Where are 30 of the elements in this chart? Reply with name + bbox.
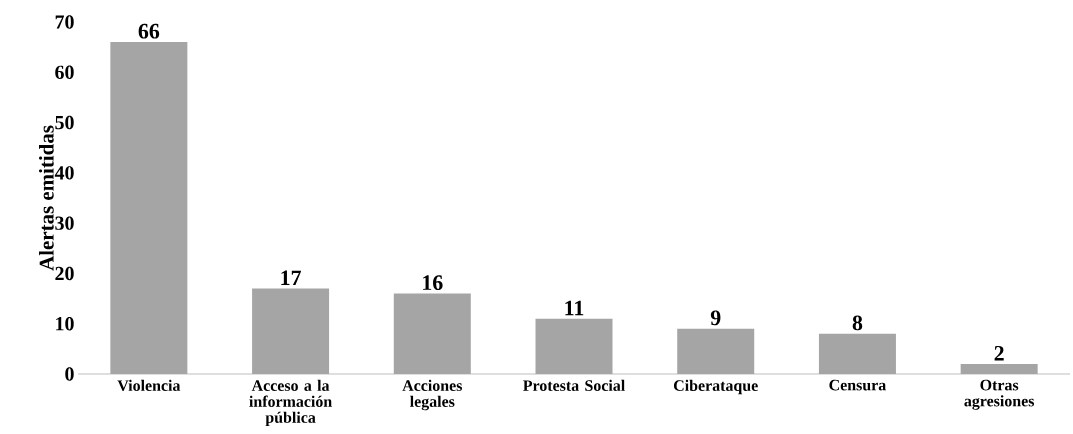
bar [818, 333, 896, 374]
data-label: 8 [852, 315, 863, 331]
y-tick-label: 70 [55, 15, 74, 29]
y-axis-title: Alertas emitidas [38, 125, 54, 271]
data-label: 17 [281, 270, 301, 285]
y-tick-label: 0 [65, 367, 74, 381]
bar [677, 328, 755, 374]
bar [393, 293, 471, 374]
x-tick-label: Otras agresiones [964, 379, 1035, 410]
bar [960, 363, 1038, 374]
y-tick-label: 40 [54, 166, 74, 180]
y-tick-label: 20 [55, 266, 74, 281]
x-tick-label: Censura [829, 379, 886, 391]
y-tick-label: 10 [56, 316, 74, 331]
data-label: 16 [423, 275, 443, 291]
x-tick-label: Acceso a la información pública [249, 379, 332, 427]
bar [110, 42, 188, 374]
y-tick-label: 60 [55, 65, 74, 79]
bar [535, 318, 613, 374]
x-tick-label: Protesta Social [523, 379, 625, 391]
bar [252, 288, 330, 374]
x-tick-label: Violencia [117, 379, 181, 392]
data-label: 66 [138, 23, 160, 39]
data-label: 2 [994, 345, 1004, 361]
y-tick-label: 50 [55, 115, 74, 130]
data-label: 9 [710, 310, 721, 326]
y-tick-label: 30 [55, 216, 74, 230]
x-tick-label: Ciberataque [674, 379, 758, 395]
x-tick-label: Acciones legales [402, 379, 463, 411]
data-label: 11 [565, 300, 584, 316]
